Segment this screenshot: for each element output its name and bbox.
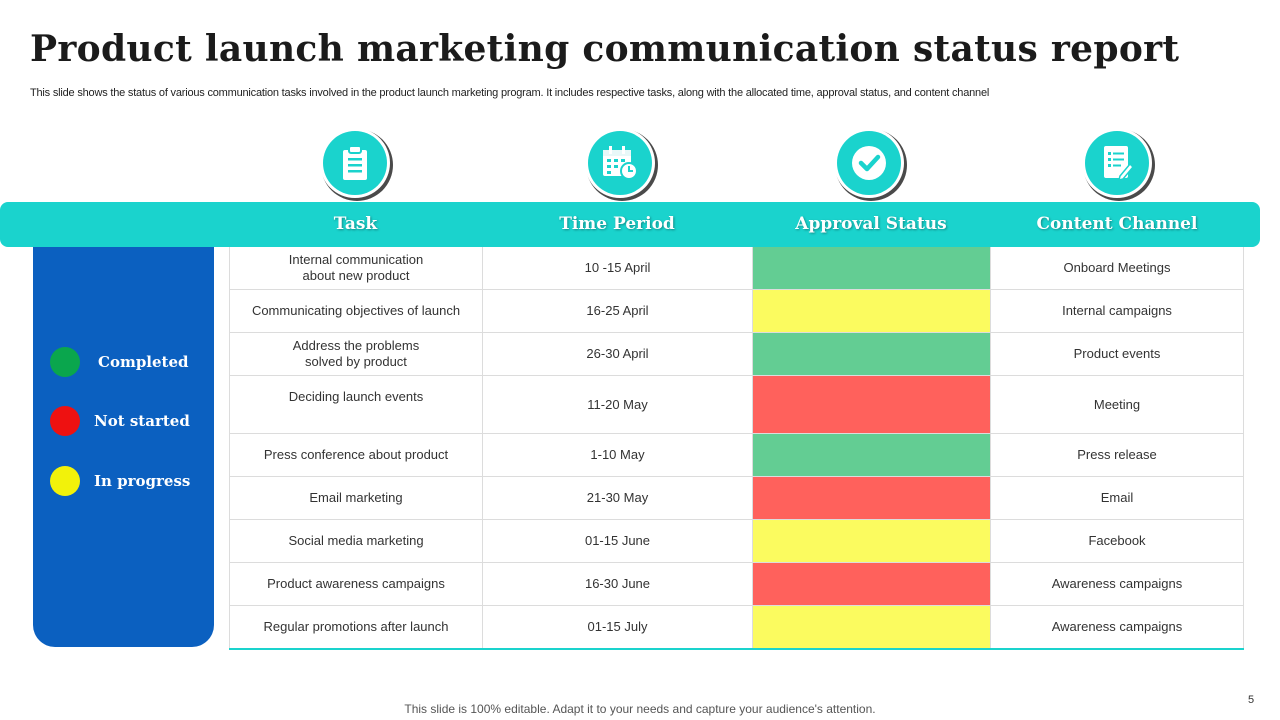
check-circle-icon bbox=[837, 131, 901, 195]
document-edit-icon bbox=[1085, 131, 1149, 195]
table-row: Email marketing 21-30 May Email bbox=[229, 477, 1244, 520]
page-number: 5 bbox=[1248, 694, 1255, 706]
time-period-cell: 21-30 May bbox=[482, 477, 752, 519]
approval-status-cell bbox=[752, 434, 990, 476]
time-period-cell: 01-15 July bbox=[482, 606, 752, 648]
task-cell: Product awareness campaigns bbox=[229, 563, 482, 605]
approval-status-cell bbox=[752, 376, 990, 433]
task-cell: Deciding launch events bbox=[229, 376, 482, 433]
column-header-time-period: Time Period bbox=[559, 214, 675, 234]
approval-status-cell bbox=[752, 520, 990, 562]
legend-label-completed: Completed bbox=[98, 353, 189, 371]
task-cell: Press conference about product bbox=[229, 434, 482, 476]
not-started-dot-icon bbox=[50, 406, 80, 436]
approval-status-cell bbox=[752, 606, 990, 648]
approval-status-cell bbox=[752, 477, 990, 519]
table-row: Communicating objectives of launch 16-25… bbox=[229, 290, 1244, 333]
legend-label-in-progress: In progress bbox=[94, 472, 191, 490]
time-period-cell: 16-30 June bbox=[482, 563, 752, 605]
column-header-approval-status: Approval Status bbox=[795, 214, 947, 234]
table-row: Regular promotions after launch 01-15 Ju… bbox=[229, 606, 1244, 650]
column-header-task: Task bbox=[333, 214, 378, 234]
table-row: Social media marketing 01-15 June Facebo… bbox=[229, 520, 1244, 563]
task-cell: Social media marketing bbox=[229, 520, 482, 562]
task-cell: Regular promotions after launch bbox=[229, 606, 482, 648]
time-period-cell: 1-10 May bbox=[482, 434, 752, 476]
content-channel-cell: Product events bbox=[990, 333, 1244, 375]
time-period-cell: 01-15 June bbox=[482, 520, 752, 562]
legend-panel: Completed Not started In progress bbox=[33, 215, 214, 647]
page-subtitle: This slide shows the status of various c… bbox=[30, 87, 990, 99]
legend-label-not-started: Not started bbox=[94, 412, 190, 430]
content-channel-cell: Internal campaigns bbox=[990, 290, 1244, 332]
status-table: Internal communication about new product… bbox=[229, 247, 1244, 650]
task-cell: Email marketing bbox=[229, 477, 482, 519]
approval-status-cell bbox=[752, 247, 990, 289]
task-cell: Address the problems solved by product bbox=[229, 333, 482, 375]
table-row: Internal communication about new product… bbox=[229, 247, 1244, 290]
column-header-content-channel: Content Channel bbox=[1036, 214, 1198, 234]
content-channel-cell: Awareness campaigns bbox=[990, 606, 1244, 648]
table-header: Task Time Period Approval Status Content… bbox=[0, 202, 1260, 247]
approval-status-cell bbox=[752, 333, 990, 375]
content-channel-cell: Press release bbox=[990, 434, 1244, 476]
table-row: Address the problems solved by product 2… bbox=[229, 333, 1244, 376]
time-period-cell: 16-25 April bbox=[482, 290, 752, 332]
approval-status-cell bbox=[752, 563, 990, 605]
completed-dot-icon bbox=[50, 347, 80, 377]
table-row: Product awareness campaigns 16-30 June A… bbox=[229, 563, 1244, 606]
clipboard-icon bbox=[323, 131, 387, 195]
table-row: Deciding launch events 11-20 May Meeting bbox=[229, 376, 1244, 434]
task-cell: Internal communication about new product bbox=[229, 247, 482, 289]
calendar-clock-icon bbox=[588, 131, 652, 195]
table-row: Press conference about product 1-10 May … bbox=[229, 434, 1244, 477]
content-channel-cell: Facebook bbox=[990, 520, 1244, 562]
content-channel-cell: Meeting bbox=[990, 376, 1244, 433]
page-title: Product launch marketing communication s… bbox=[30, 28, 1180, 70]
footer-note: This slide is 100% editable. Adapt it to… bbox=[404, 702, 876, 716]
approval-status-cell bbox=[752, 290, 990, 332]
in-progress-dot-icon bbox=[50, 466, 80, 496]
content-channel-cell: Onboard Meetings bbox=[990, 247, 1244, 289]
task-cell: Communicating objectives of launch bbox=[229, 290, 482, 332]
time-period-cell: 26-30 April bbox=[482, 333, 752, 375]
time-period-cell: 11-20 May bbox=[482, 376, 752, 433]
content-channel-cell: Email bbox=[990, 477, 1244, 519]
time-period-cell: 10 -15 April bbox=[482, 247, 752, 289]
content-channel-cell: Awareness campaigns bbox=[990, 563, 1244, 605]
